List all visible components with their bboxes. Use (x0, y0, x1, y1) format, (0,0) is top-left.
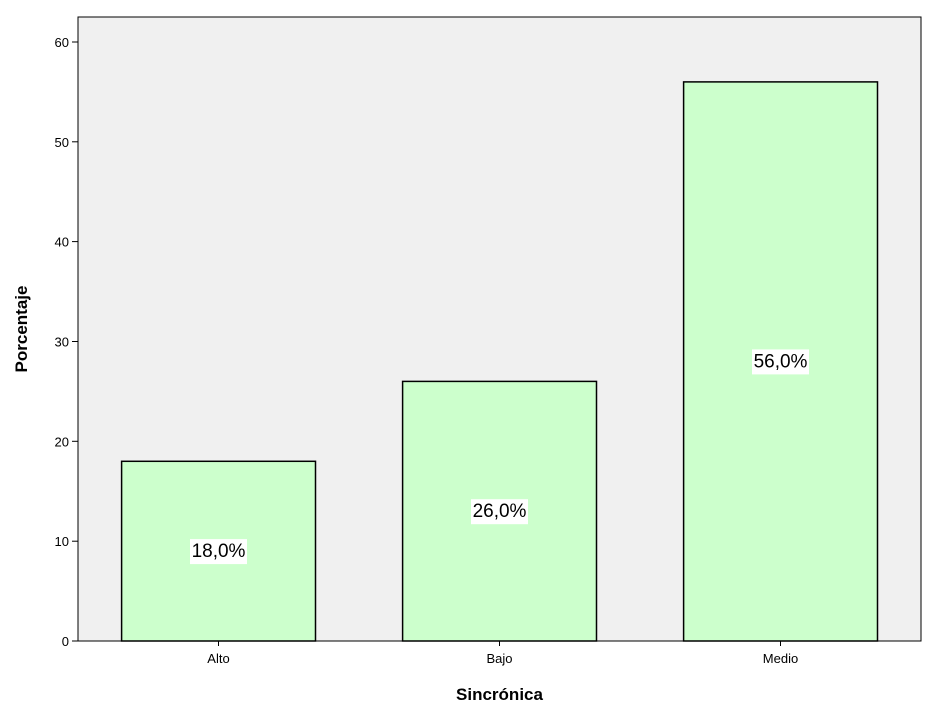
x-axis: Alto Bajo Medio (207, 641, 798, 666)
y-axis: 0 10 20 30 40 50 60 (55, 35, 78, 649)
x-tick-label-bajo: Bajo (486, 651, 512, 666)
y-tick-label-40: 40 (55, 235, 69, 250)
data-label-background (471, 499, 528, 525)
data-label-medio: 56,0% (754, 351, 808, 372)
data-label-background (190, 539, 247, 565)
y-tick-label-50: 50 (55, 135, 69, 150)
x-axis-title: Sincrónica (456, 685, 543, 704)
data-labels-group: 18,0% 26,0% 56,0% (190, 349, 809, 565)
x-tick-label-medio: Medio (763, 651, 798, 666)
data-label-alto: 18,0% (192, 541, 246, 562)
x-tick-label-alto: Alto (207, 651, 229, 666)
data-label-bajo: 26,0% (473, 501, 527, 522)
y-axis-title: Porcentaje (12, 286, 31, 373)
y-tick-label-10: 10 (55, 534, 69, 549)
y-tick-label-60: 60 (55, 35, 69, 50)
data-label-background (752, 349, 809, 375)
y-tick-label-30: 30 (55, 335, 69, 350)
y-tick-label-20: 20 (55, 434, 69, 449)
y-tick-label-0: 0 (62, 634, 69, 649)
